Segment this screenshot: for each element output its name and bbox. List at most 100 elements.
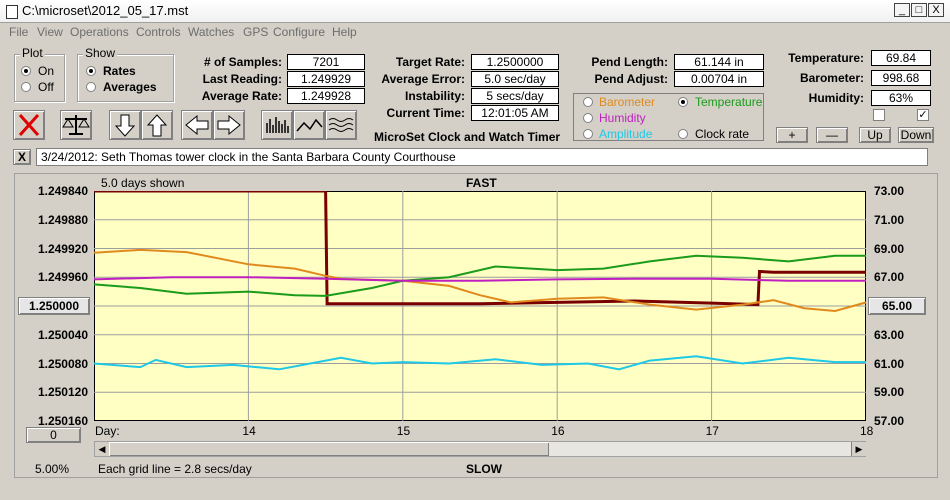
x-axis-tick: 14 [242, 424, 256, 438]
target-rate-label: Target Rate: [395, 55, 465, 69]
chart-plot[interactable] [94, 191, 866, 421]
menu-file[interactable]: File [9, 25, 29, 39]
instability-field: 5 secs/day [471, 88, 559, 104]
left-axis-tick: 1.249920 [37, 241, 88, 256]
average-rate-label: Average Rate: [201, 89, 282, 103]
slow-label: SLOW [466, 462, 502, 476]
menu-view[interactable]: View [37, 25, 63, 39]
balance-button[interactable] [60, 110, 92, 140]
maximize-button[interactable]: □ [911, 3, 927, 17]
series-line-4 [94, 355, 866, 371]
line-graph-icon [296, 118, 323, 132]
bars-icon [266, 117, 289, 133]
average-rate-field: 1.249928 [287, 88, 365, 104]
clear-button[interactable] [13, 110, 45, 140]
menu-controls[interactable]: Controls [136, 25, 181, 39]
sensor-temperature-radio[interactable] [678, 97, 688, 107]
red-x-icon [18, 113, 40, 137]
scroll-thumb[interactable] [109, 442, 549, 456]
right-axis: 73.00 71.00 69.00 67.00 63.00 61.00 59.00 57.00 [872, 184, 932, 428]
center-temp-button[interactable]: 65.00 [868, 297, 926, 315]
sensor-clock-rate-radio[interactable] [678, 129, 688, 139]
up-button[interactable]: Up [859, 127, 891, 143]
app-caption: MicroSet Clock and Watch Timer [374, 130, 561, 144]
sensor-amplitude-radio[interactable] [583, 129, 593, 139]
sensor-amplitude-label: Amplitude [599, 127, 653, 141]
arrow-up-icon [146, 114, 168, 137]
show-rates-radio[interactable] [86, 66, 96, 76]
last-reading-field: 1.249929 [287, 71, 365, 87]
minus-button[interactable]: — [816, 127, 848, 143]
sensor-select-panel [573, 93, 764, 141]
start-button[interactable]: 0 [26, 427, 81, 443]
target-rate-field[interactable]: 1.2500000 [471, 54, 559, 70]
humidity-field: 63% [871, 90, 931, 106]
series-line-1 [94, 248, 866, 313]
menu-gps[interactable]: GPS [243, 25, 269, 39]
series-line-0 [94, 191, 866, 307]
close-button[interactable]: X [928, 3, 944, 17]
last-reading-label: Last Reading: [202, 72, 282, 86]
option-checkbox-2[interactable]: ✓ [917, 109, 929, 121]
show-averages-label: Averages [103, 80, 157, 94]
wave-graph-button[interactable] [325, 110, 357, 140]
plot-off-radio[interactable] [21, 82, 31, 92]
left-axis-tick: 1.249880 [37, 212, 88, 227]
menu-help[interactable]: Help [332, 25, 357, 39]
day-axis-label: Day: [95, 424, 120, 438]
scroll-left-button[interactable] [181, 110, 213, 140]
horizontal-scrollbar[interactable]: ◀ ▶ [94, 441, 866, 457]
sensor-clock-rate-label: Clock rate [695, 127, 750, 141]
pend-length-field[interactable]: 61.144 in [674, 54, 764, 70]
days-shown-label: 5.0 days shown [101, 176, 185, 190]
left-axis: 1.249840 1.249880 1.249920 1.249960 1.250040… [18, 184, 88, 428]
barometer-field: 998.68 [871, 70, 931, 86]
plot-on-radio[interactable] [21, 66, 31, 76]
temperature-label: Temperature: [788, 51, 864, 65]
histogram-button[interactable] [261, 110, 293, 140]
show-group-title: Show [83, 46, 118, 60]
menu-operations[interactable]: Operations [70, 25, 129, 39]
current-time-label: Current Time: [386, 106, 465, 120]
left-axis-tick: 1.249960 [37, 270, 88, 285]
line-graph-button[interactable] [293, 110, 325, 140]
scroll-right-arrow-icon[interactable]: ▶ [851, 442, 866, 456]
plus-button[interactable]: + [776, 127, 808, 143]
plot-on-label: On [38, 64, 55, 78]
down-button[interactable]: Down [898, 127, 934, 143]
show-averages-radio[interactable] [86, 82, 96, 92]
option-checkbox-1[interactable] [873, 109, 885, 121]
window-title: C:\microset\2012_05_17.mst [22, 3, 189, 18]
right-axis-tick: 71.00 [874, 212, 905, 227]
show-group [77, 54, 174, 102]
scroll-up-button[interactable] [141, 110, 173, 140]
left-axis-tick: 1.250160 [37, 414, 88, 428]
note-close-button[interactable]: X [13, 149, 31, 165]
sensor-humidity-radio[interactable] [583, 113, 593, 123]
minimize-button[interactable]: _ [894, 3, 910, 17]
left-axis-tick: 1.250120 [37, 385, 88, 400]
scroll-down-button[interactable] [109, 110, 141, 140]
x-axis-tick: 15 [396, 424, 411, 438]
right-axis-tick: 73.00 [874, 184, 905, 198]
center-rate-button[interactable]: 1.250000 [18, 297, 90, 315]
scroll-left-arrow-icon[interactable]: ◀ [95, 442, 110, 456]
sensor-barometer-radio[interactable] [583, 97, 593, 107]
scroll-right-button[interactable] [213, 110, 245, 140]
menu-watches[interactable]: Watches [188, 25, 235, 39]
average-error-field: 5.0 sec/day [471, 71, 559, 87]
left-axis-tick: 1.249840 [37, 184, 88, 198]
right-axis-tick: 63.00 [874, 327, 905, 342]
menu-configure[interactable]: Configure [273, 25, 326, 39]
x-axis-tick: 17 [705, 424, 719, 438]
samples-field: 7201 [287, 54, 365, 70]
grid-note: Each grid line = 2.8 secs/day [98, 462, 252, 476]
note-field[interactable]: 3/24/2012: Seth Thomas tower clock in th… [36, 148, 928, 166]
instability-label: Instability: [404, 89, 465, 103]
plot-group [14, 54, 65, 102]
samples-label: # of Samples: [203, 55, 282, 69]
app-icon [6, 5, 18, 19]
chart-panel [14, 173, 938, 478]
arrow-down-icon [114, 114, 136, 137]
average-error-label: Average Error: [381, 72, 465, 86]
